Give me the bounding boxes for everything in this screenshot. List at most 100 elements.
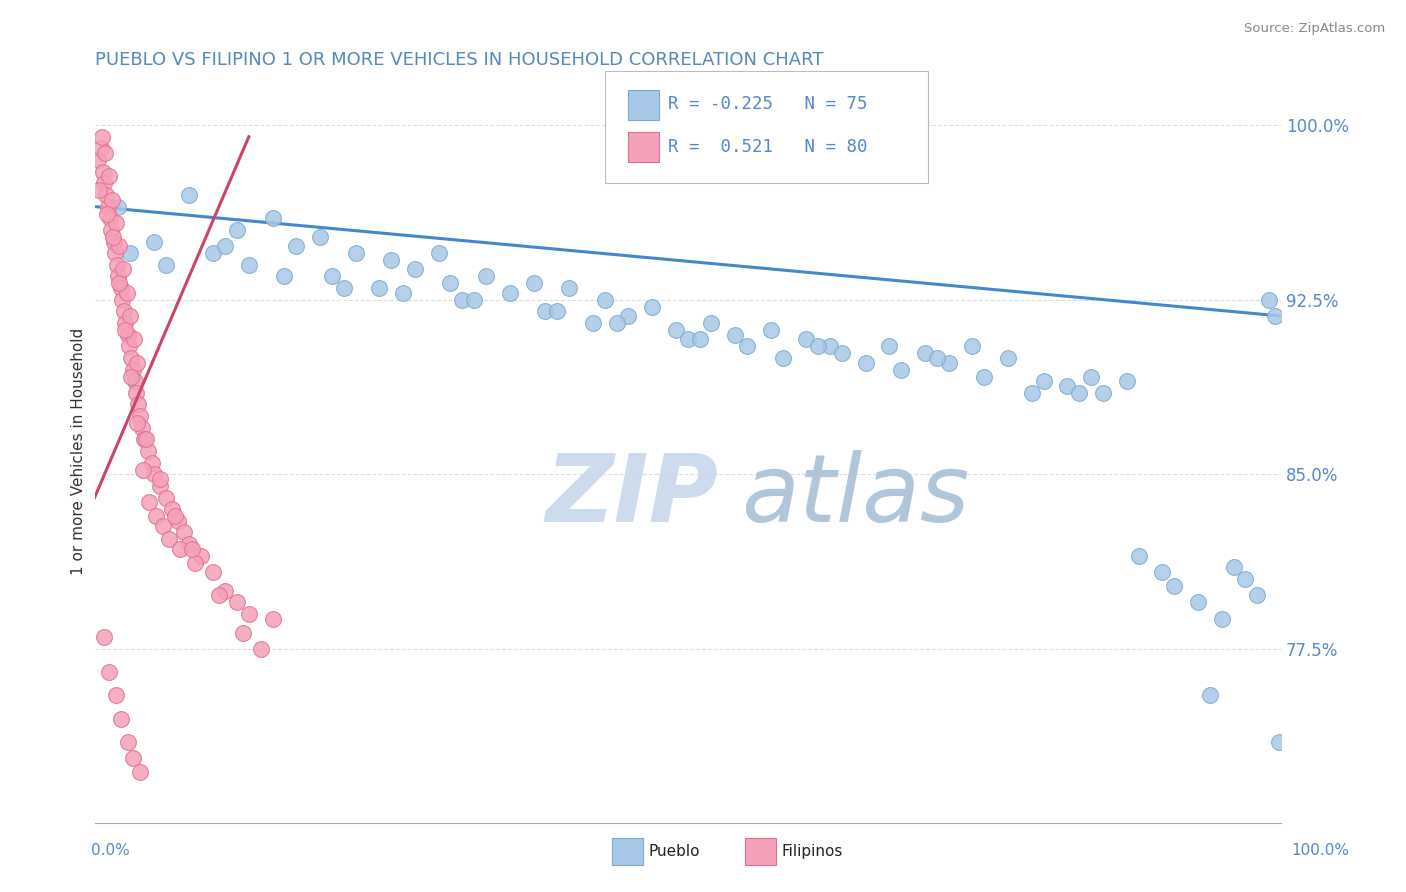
Point	[149, 472, 172, 486]
Point	[1222, 560, 1244, 574]
Point	[606, 316, 628, 330]
Point	[546, 304, 568, 318]
Point	[104, 689, 127, 703]
Text: PUEBLO VS FILIPINO 1 OR MORE VEHICLES IN HOUSEHOLD CORRELATION CHART: PUEBLO VS FILIPINO 1 OR MORE VEHICLES IN…	[94, 51, 823, 69]
Point	[101, 193, 124, 207]
Point	[120, 246, 142, 260]
Point	[1069, 385, 1091, 400]
Point	[101, 230, 124, 244]
Point	[120, 369, 142, 384]
Point	[439, 277, 461, 291]
Point	[190, 549, 212, 563]
Point	[107, 269, 129, 284]
Text: ZIP: ZIP	[546, 450, 718, 541]
Point	[262, 211, 284, 226]
Point	[973, 369, 995, 384]
Point	[152, 518, 174, 533]
Point	[831, 346, 853, 360]
Point	[914, 346, 936, 360]
Point	[1211, 612, 1233, 626]
Point	[534, 304, 557, 318]
Point	[1187, 595, 1209, 609]
Point	[104, 246, 127, 260]
Point	[128, 765, 150, 780]
Point	[818, 339, 841, 353]
Point	[368, 281, 391, 295]
Point	[232, 625, 254, 640]
Point	[332, 281, 354, 295]
Point	[138, 495, 160, 509]
Point	[98, 211, 121, 226]
Point	[93, 177, 115, 191]
Point	[855, 355, 877, 369]
Point	[111, 293, 134, 307]
Point	[202, 565, 225, 579]
Point	[1234, 572, 1257, 586]
Point	[202, 246, 225, 260]
Point	[1091, 385, 1114, 400]
Point	[1198, 689, 1220, 703]
Point	[91, 164, 114, 178]
Point	[1246, 588, 1268, 602]
Point	[262, 612, 284, 626]
Point	[962, 339, 984, 353]
Point	[117, 327, 139, 342]
Text: Filipinos: Filipinos	[782, 845, 844, 859]
Point	[134, 433, 156, 447]
Point	[1032, 374, 1054, 388]
Point	[938, 355, 960, 369]
Point	[135, 433, 157, 447]
Point	[160, 502, 183, 516]
Point	[141, 456, 163, 470]
Point	[89, 141, 111, 155]
Point	[114, 323, 136, 337]
Point	[120, 309, 142, 323]
Point	[105, 258, 128, 272]
Point	[100, 223, 122, 237]
Point	[117, 735, 139, 749]
Point	[1080, 369, 1102, 384]
Point	[128, 409, 150, 423]
Point	[321, 269, 343, 284]
Point	[97, 169, 120, 184]
Point	[238, 607, 260, 621]
Point	[108, 277, 131, 291]
Point	[1056, 379, 1078, 393]
Point	[617, 309, 640, 323]
Point	[1128, 549, 1150, 563]
Point	[665, 323, 688, 337]
Point	[166, 514, 188, 528]
Point	[759, 323, 782, 337]
Point	[155, 258, 177, 272]
Point	[214, 239, 236, 253]
Point	[104, 216, 127, 230]
Point	[103, 235, 125, 249]
Point	[676, 332, 699, 346]
Point	[157, 533, 180, 547]
Point	[112, 304, 135, 318]
Point	[136, 444, 159, 458]
Point	[145, 509, 167, 524]
Point	[208, 588, 231, 602]
Point	[127, 355, 149, 369]
Y-axis label: 1 or more Vehicles in Household: 1 or more Vehicles in Household	[72, 327, 86, 574]
Text: atlas: atlas	[741, 450, 969, 541]
Point	[890, 362, 912, 376]
Point	[309, 230, 332, 244]
Point	[1267, 735, 1289, 749]
Point	[121, 362, 143, 376]
Point	[593, 293, 616, 307]
Point	[522, 277, 544, 291]
Point	[724, 327, 747, 342]
Point	[344, 246, 367, 260]
Point	[404, 262, 426, 277]
Point	[97, 200, 120, 214]
Point	[558, 281, 581, 295]
Point	[285, 239, 308, 253]
Point	[997, 351, 1019, 365]
Point	[120, 351, 142, 365]
Point	[142, 467, 165, 482]
Point	[807, 339, 830, 353]
Text: Pueblo: Pueblo	[648, 845, 700, 859]
Point	[125, 385, 148, 400]
